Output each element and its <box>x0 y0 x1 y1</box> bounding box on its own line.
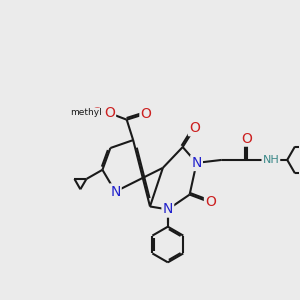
Text: N: N <box>110 184 121 199</box>
Text: O: O <box>205 195 216 209</box>
Text: NH: NH <box>262 155 279 165</box>
Text: O: O <box>242 131 253 146</box>
Text: N: N <box>191 156 202 170</box>
Text: N: N <box>163 202 173 216</box>
Text: O: O <box>104 106 115 120</box>
Text: O: O <box>189 121 200 135</box>
Text: O: O <box>92 106 102 120</box>
Text: O: O <box>140 106 152 121</box>
Text: methyl: methyl <box>70 108 102 117</box>
